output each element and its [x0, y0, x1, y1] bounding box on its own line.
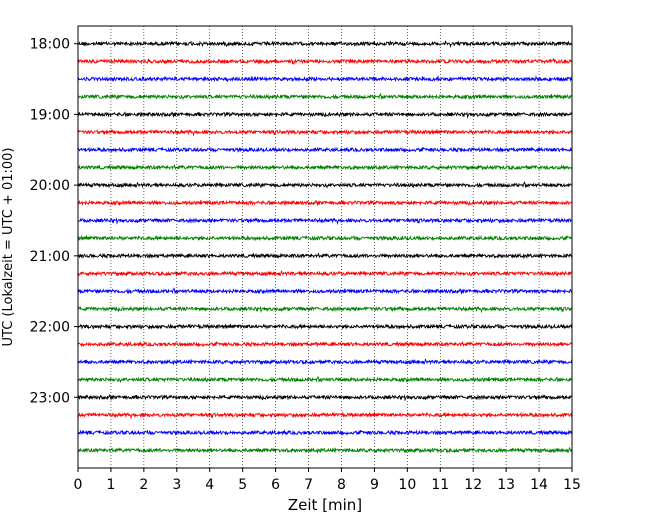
grid-layer: [110, 26, 540, 468]
x-tick-label: 3: [172, 477, 181, 493]
x-axis-ticks: 0 1 2 3 4 5 6 7 8 9 10 11 12 13 14 15: [74, 468, 581, 493]
x-tick-label: 12: [464, 477, 482, 493]
trace-1845: [77, 92, 573, 101]
x-axis-label: Zeit [min]: [288, 496, 362, 514]
y-tick-label: 21:00: [30, 249, 70, 265]
x-tick-label: 13: [497, 477, 515, 493]
x-tick-label: 8: [337, 477, 346, 493]
trace-2330: [77, 429, 573, 436]
y-tick-label: 18:00: [30, 37, 70, 53]
trace-1930: [77, 146, 573, 154]
x-tick-label: 9: [370, 477, 379, 493]
x-tick-label: 14: [530, 477, 548, 493]
trace-layer: [77, 40, 573, 454]
trace-2315: [77, 411, 573, 420]
trace-2145: [77, 305, 573, 314]
x-tick-label: 10: [398, 477, 416, 493]
trace-2345: [77, 447, 573, 454]
trace-2300: [77, 393, 573, 402]
trace-2045: [77, 234, 573, 242]
x-tick-label: 11: [431, 477, 449, 493]
trace-2200: [77, 323, 573, 330]
trace-2000: [77, 181, 573, 189]
y-axis-ticks: 18:00 19:00 20:00 21:00 22:00 23:00: [30, 37, 78, 406]
x-tick-label: 1: [106, 477, 115, 493]
trace-2030: [77, 217, 573, 226]
trace-1915: [77, 128, 573, 137]
trace-1830: [77, 74, 573, 83]
x-tick-label: 4: [205, 477, 214, 493]
trace-2215: [77, 340, 573, 348]
y-tick-label: 22:00: [30, 320, 70, 336]
y-tick-label: 20:00: [30, 178, 70, 194]
x-tick-label: 0: [74, 477, 83, 493]
trace-1945: [77, 164, 573, 172]
x-tick-label: 2: [139, 477, 148, 493]
x-tick-label: 15: [563, 477, 581, 493]
trace-2100: [77, 252, 573, 260]
trace-2015: [77, 199, 573, 207]
y-axis-label: UTC (Lokalzeit = UTC + 01:00): [1, 148, 16, 347]
y-tick-label: 19:00: [30, 107, 70, 123]
x-tick-label: 5: [238, 477, 247, 493]
trace-1800: [77, 40, 573, 49]
y-tick-label: 23:00: [30, 390, 70, 406]
trace-2130: [77, 287, 573, 295]
trace-1815: [77, 57, 573, 66]
trace-2115: [77, 270, 573, 278]
trace-2230: [77, 358, 573, 366]
x-tick-label: 7: [304, 477, 313, 493]
plot-frame: [77, 25, 573, 469]
trace-1900: [77, 111, 573, 119]
trace-2245: [77, 375, 573, 384]
x-tick-label: 6: [271, 477, 280, 493]
